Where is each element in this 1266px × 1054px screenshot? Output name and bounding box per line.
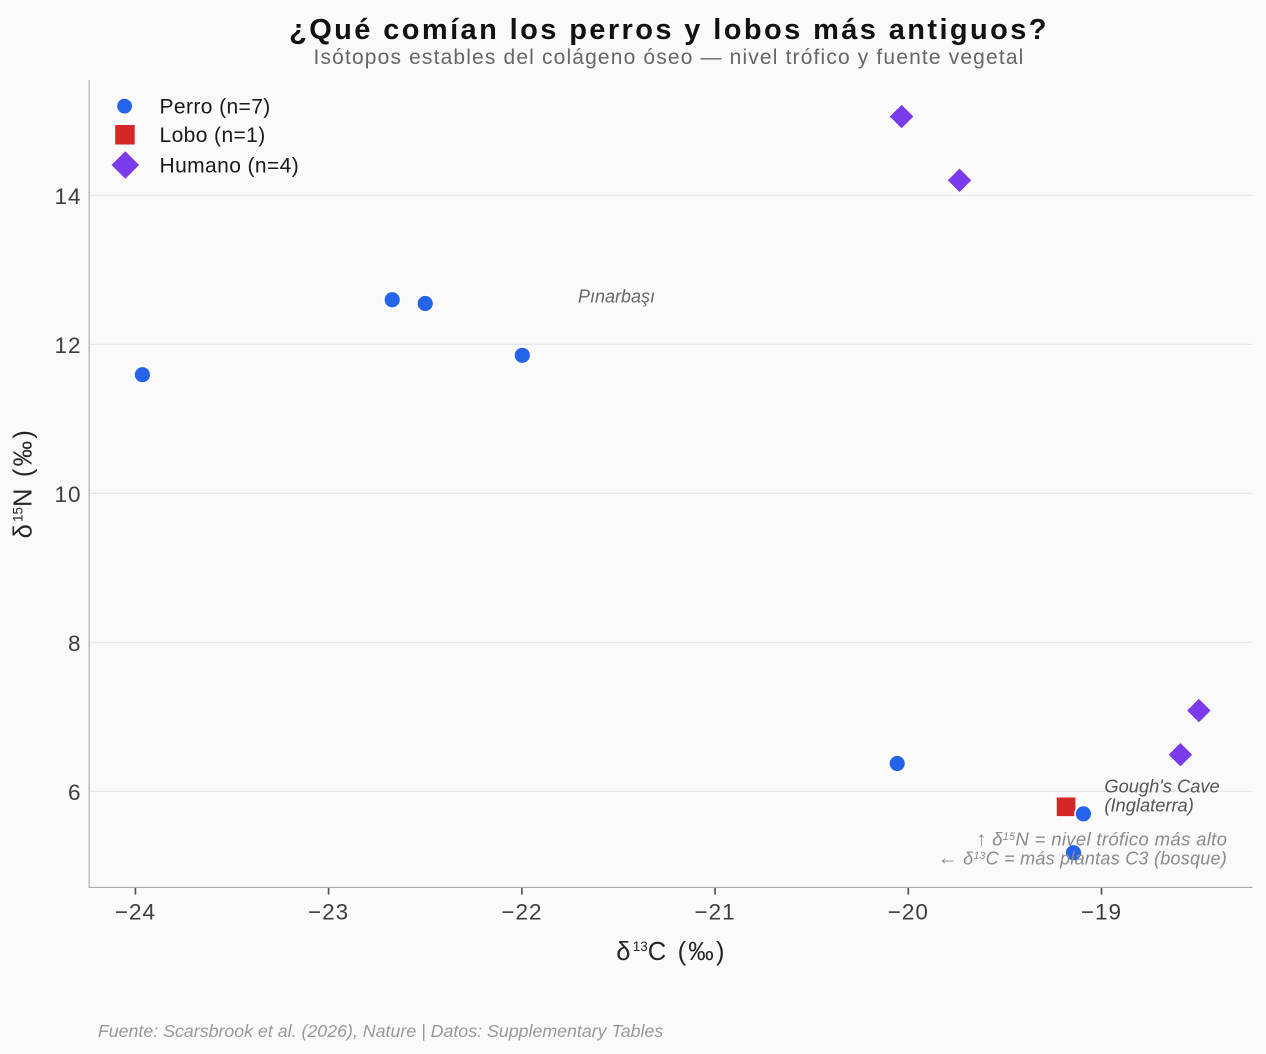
- svg-text:6: 6: [68, 780, 82, 805]
- svg-text:Lobo (n=1): Lobo (n=1): [160, 124, 266, 147]
- svg-text:10: 10: [54, 482, 81, 507]
- svg-text:(Inglaterra): (Inglaterra): [1104, 795, 1193, 816]
- svg-text:Fuente: Scarsbrook et al. (202: Fuente: Scarsbrook et al. (2026), Nature…: [98, 1021, 663, 1041]
- svg-text:−21: −21: [695, 900, 736, 925]
- svg-text:−22: −22: [501, 900, 542, 925]
- svg-text:Gough's Cave: Gough's Cave: [1104, 776, 1219, 797]
- svg-text:−24: −24: [115, 900, 156, 925]
- svg-text:−19: −19: [1081, 900, 1122, 925]
- svg-text:12: 12: [54, 333, 81, 358]
- svg-text:δ13C (‰): δ13C (‰): [616, 938, 726, 966]
- svg-text:Isótopos estables del colágeno: Isótopos estables del colágeno óseo — ni…: [314, 46, 1025, 69]
- svg-text:8: 8: [68, 631, 82, 656]
- svg-text:↑ δ15N = nivel trófico más alt: ↑ δ15N = nivel trófico más alto: [976, 829, 1227, 851]
- svg-text:14: 14: [54, 184, 81, 209]
- svg-text:Perro (n=7): Perro (n=7): [160, 95, 271, 118]
- svg-text:¿Qué comían los perros y lobos: ¿Qué comían los perros y lobos más antig…: [289, 14, 1049, 46]
- svg-text:Humano (n=4): Humano (n=4): [160, 154, 300, 177]
- svg-text:−20: −20: [888, 900, 929, 925]
- svg-text:← δ13C = más plantas C3 (bosqu: ← δ13C = más plantas C3 (bosque): [938, 847, 1227, 869]
- svg-text:Pınarbaşı: Pınarbaşı: [578, 287, 655, 307]
- svg-text:−23: −23: [308, 900, 349, 925]
